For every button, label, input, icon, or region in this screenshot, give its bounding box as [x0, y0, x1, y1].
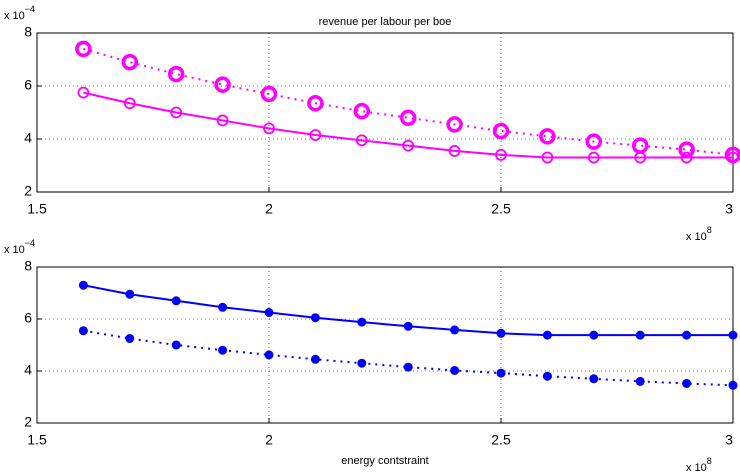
axes-frame — [36, 266, 734, 424]
marker — [310, 313, 320, 323]
x-tick-label: 2 — [265, 201, 273, 217]
marker — [587, 151, 600, 164]
axes-frame — [36, 32, 734, 193]
marker — [307, 94, 324, 112]
marker — [450, 325, 460, 335]
marker — [167, 65, 185, 83]
x-multiplier-exponent: 8 — [707, 225, 712, 235]
series-line — [83, 47, 734, 156]
y-tick-label: 2 — [24, 183, 32, 199]
y-multiplier: x 10−4 — [4, 238, 35, 256]
marker — [264, 350, 274, 360]
x-tick-label: 3 — [725, 432, 733, 448]
marker — [403, 321, 413, 331]
x-multiplier-base: x 10 — [686, 462, 707, 474]
marker — [170, 106, 183, 119]
marker — [214, 76, 231, 93]
y-tick-label: 8 — [24, 24, 32, 40]
marker — [402, 139, 415, 152]
marker — [353, 102, 371, 120]
y-multiplier: x 10−4 — [4, 4, 35, 22]
marker — [263, 122, 275, 135]
marker — [542, 371, 552, 381]
marker — [171, 296, 181, 306]
y-multiplier-exponent: −4 — [25, 4, 35, 14]
marker — [125, 289, 135, 299]
y-tick-label: 4 — [24, 130, 32, 146]
marker — [310, 354, 320, 364]
marker — [495, 148, 507, 161]
axes-box — [37, 267, 733, 423]
marker — [728, 380, 738, 390]
marker — [727, 151, 739, 164]
marker — [678, 141, 695, 158]
y-multiplier-base: x 10 — [4, 244, 25, 256]
marker — [634, 151, 647, 164]
marker — [78, 280, 88, 290]
axes-box — [37, 33, 733, 192]
y-tick-label: 2 — [24, 414, 32, 430]
x-multiplier-base: x 10 — [686, 231, 707, 243]
x-tick-label: 2.5 — [491, 432, 511, 448]
marker — [264, 308, 274, 317]
marker — [123, 97, 136, 110]
y-multiplier-exponent: −4 — [25, 238, 35, 248]
y-tick-label: 4 — [24, 362, 32, 378]
x-tick-label: 2 — [265, 432, 273, 448]
marker — [492, 122, 510, 140]
x-tick-label: 1.5 — [27, 201, 47, 217]
marker — [682, 378, 692, 388]
marker — [728, 330, 738, 340]
y-tick-label: 6 — [24, 310, 32, 326]
marker — [446, 116, 463, 133]
marker — [448, 145, 461, 157]
x-multiplier: x 108 — [686, 225, 712, 243]
marker — [496, 368, 506, 378]
x-tick-label: 1.5 — [27, 432, 47, 448]
marker — [589, 330, 599, 340]
marker — [75, 40, 92, 58]
marker — [260, 85, 278, 103]
marker — [309, 129, 322, 141]
marker — [542, 330, 552, 340]
marker — [399, 109, 417, 127]
marker — [218, 345, 228, 355]
marker — [357, 358, 367, 368]
marker — [403, 362, 413, 372]
marker — [450, 365, 460, 375]
marker — [539, 128, 556, 145]
marker — [496, 328, 506, 338]
x-tick-label: 2.5 — [491, 201, 511, 217]
marker — [680, 151, 693, 164]
x-multiplier-exponent: 8 — [707, 456, 712, 466]
marker — [78, 326, 88, 336]
marker — [121, 53, 139, 71]
y-tick-label: 6 — [24, 77, 32, 93]
y-multiplier-base: x 10 — [4, 10, 25, 22]
x-tick-label: 3 — [725, 201, 733, 217]
marker — [589, 374, 599, 384]
x-multiplier: x 108 — [686, 456, 712, 474]
x-axis-label: energy contstraint — [341, 455, 428, 467]
marker — [635, 376, 645, 386]
marker — [682, 330, 692, 340]
marker — [635, 330, 645, 340]
marker — [585, 133, 603, 150]
marker — [216, 114, 229, 127]
marker — [125, 334, 135, 343]
marker — [357, 317, 367, 327]
marker — [218, 302, 228, 312]
marker — [171, 340, 181, 350]
marker — [77, 86, 90, 99]
series-line — [83, 91, 733, 159]
marker — [355, 134, 368, 147]
chart-title: revenue per labour per boe — [319, 16, 452, 28]
marker — [541, 151, 554, 164]
y-tick-label: 8 — [24, 258, 32, 274]
